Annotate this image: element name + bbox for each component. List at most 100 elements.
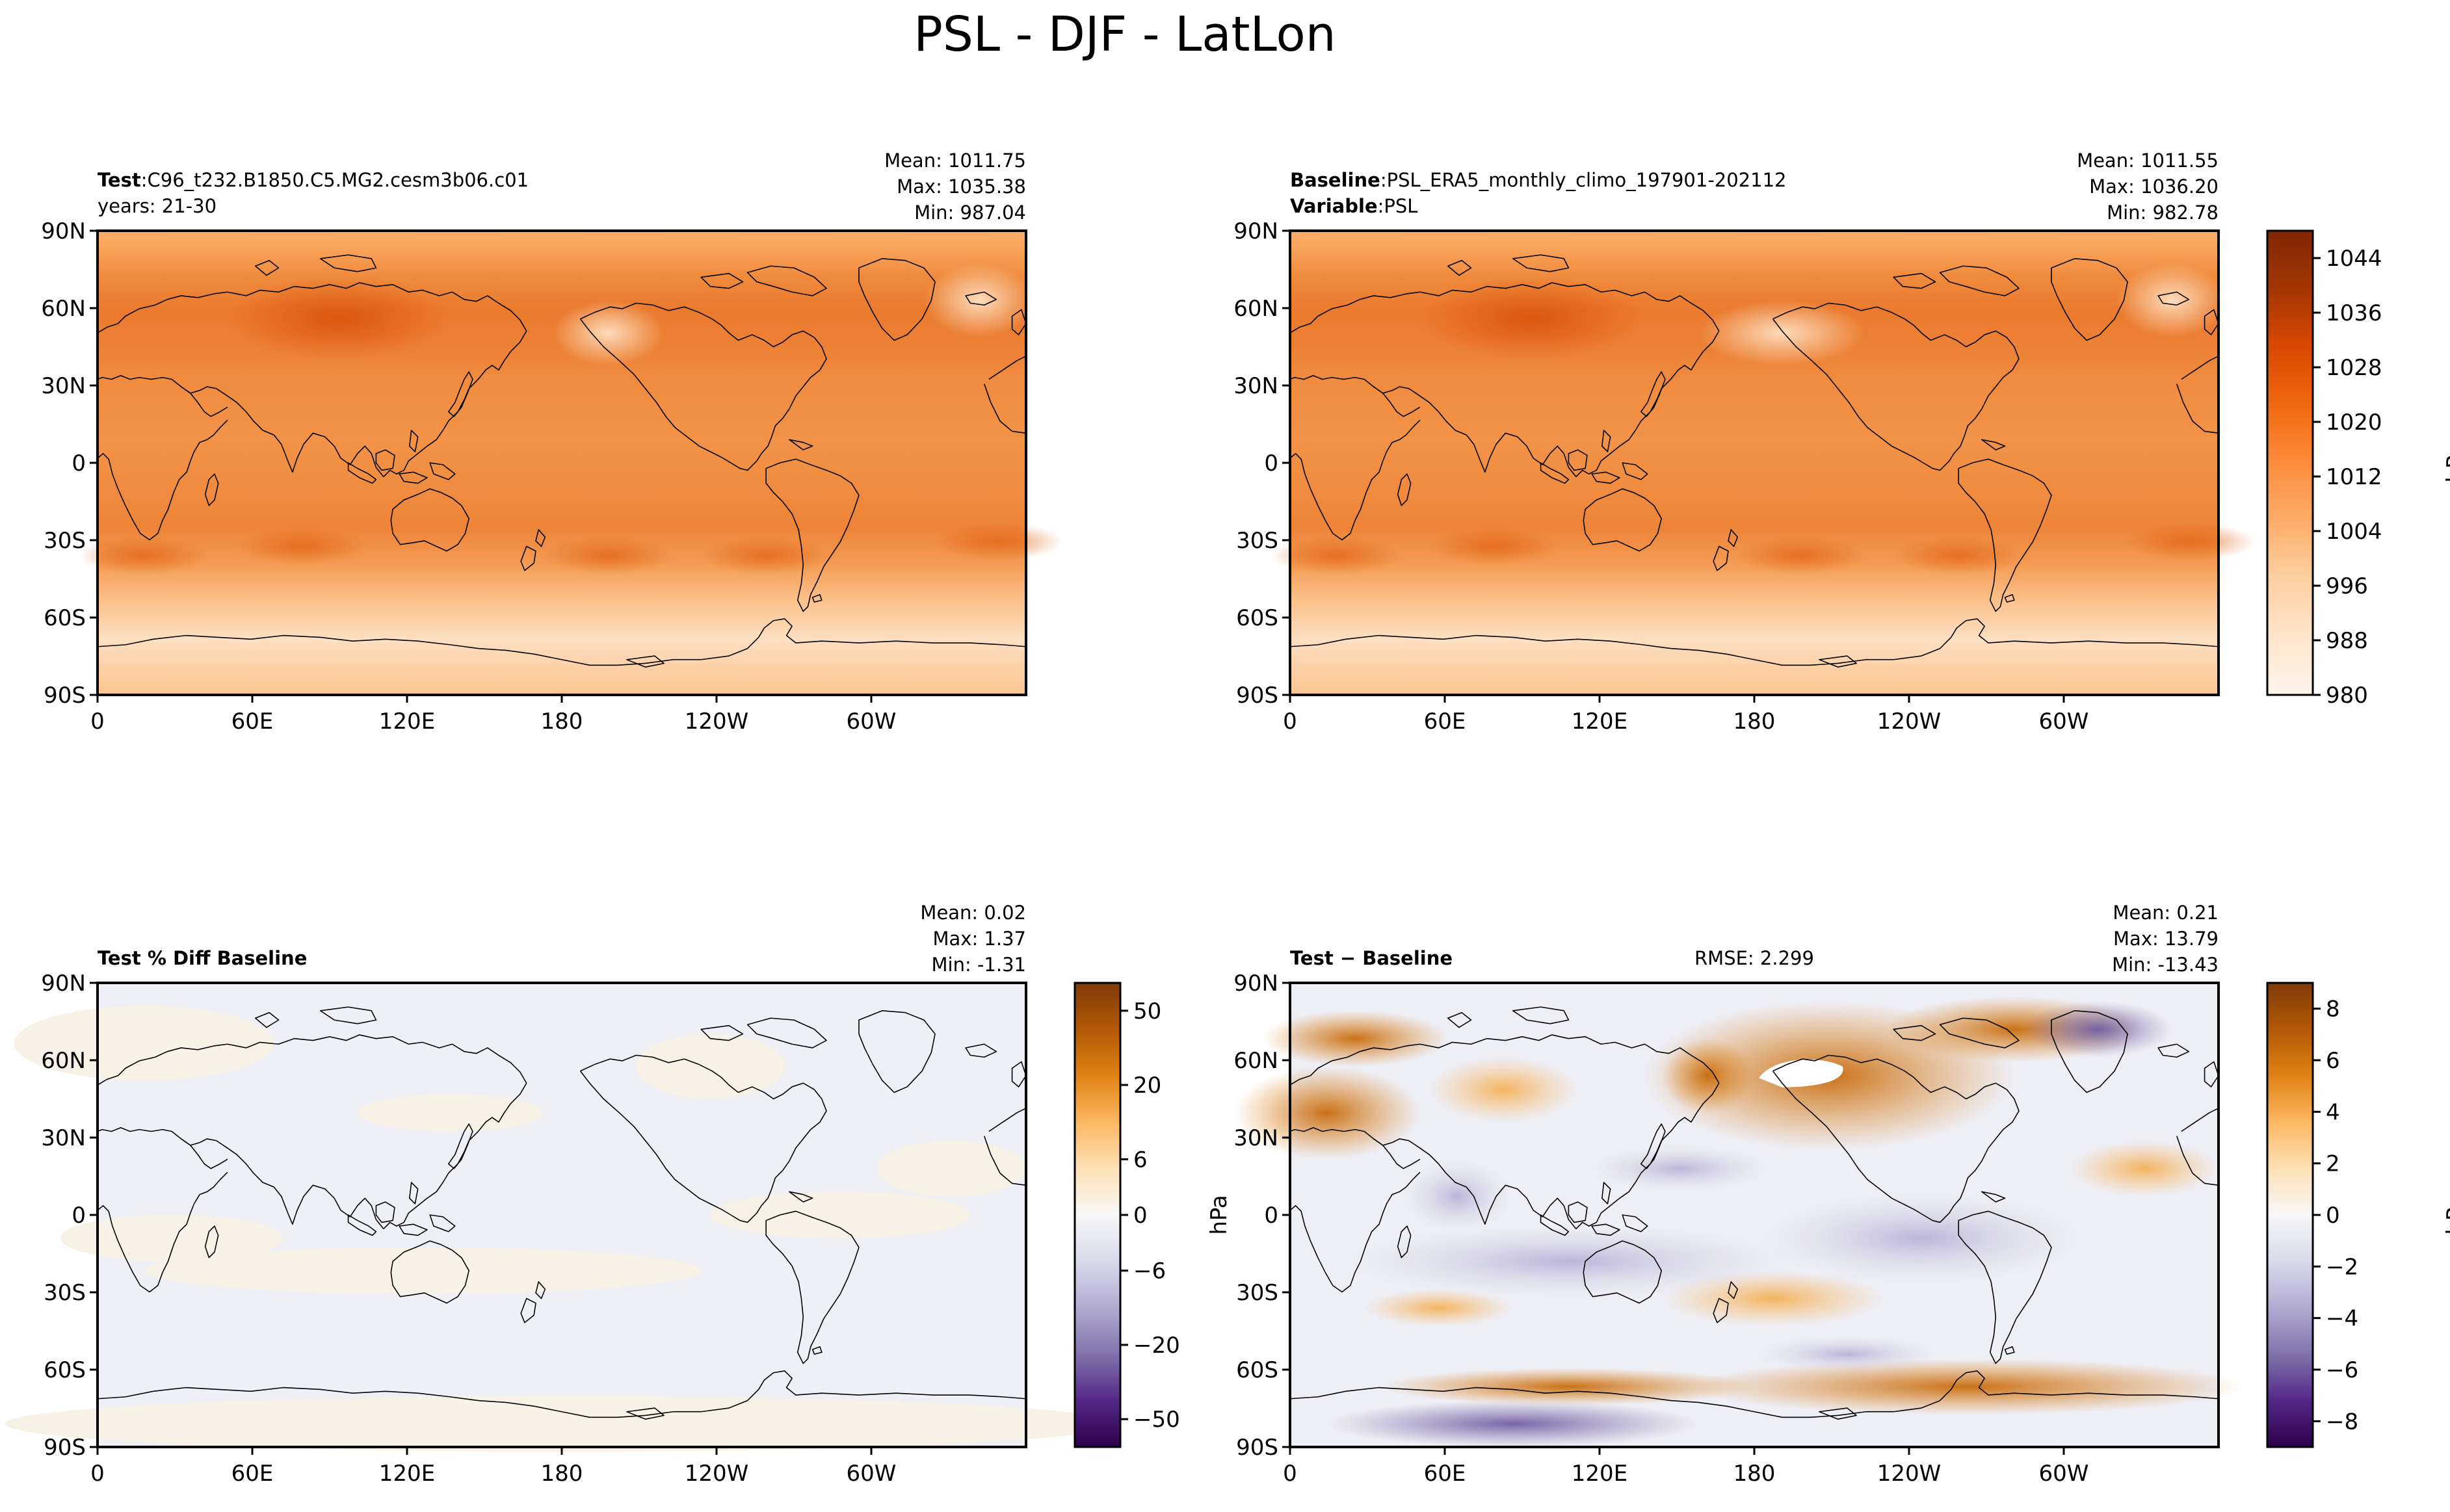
colorbar-tick-label: 20 [1133,1073,1161,1099]
y-tick-label: 0 [1264,1203,1278,1229]
anomaly-region [1429,1057,1578,1123]
positive-anomaly [144,1247,702,1294]
colorbar-tick-label: 1028 [2326,355,2382,381]
y-tick-label: 60S [44,605,86,631]
anomaly-region [1401,1159,1513,1234]
anomaly-region [1661,1038,1755,1113]
colorbar-tick-label: 1036 [2326,300,2382,326]
x-tick-label: 0 [90,1461,105,1487]
positive-anomaly [877,1140,1026,1197]
figure-title: PSL - DJF - LatLon [914,7,1336,62]
x-tick-label: 180 [541,709,583,735]
field-base [98,231,1026,695]
stat-line: Mean: 1011.75 [884,150,1026,172]
colorbar: 1044 1036 1028 1020 1012 1004 996 988 980 hPa [2266,229,2450,709]
x-tick-label: 60E [1424,1461,1466,1487]
panel-subtitle: Variable:PSL [1290,195,1417,217]
panel-title: Test % Diff Baseline [98,947,307,969]
icelandic-low [923,263,1036,338]
y-tick-label: 60S [1236,605,1278,631]
anomaly-region [1689,1359,2246,1415]
colorbar-tick-label: −20 [1133,1333,1180,1359]
colorbar-label: hPa [2442,443,2450,482]
y-tick-label: 60N [41,1048,86,1074]
colorbar-tick-label: 988 [2326,628,2368,654]
anomaly-region [1382,1368,1754,1405]
y-tick-label: 30S [1236,528,1278,554]
anomaly-region [1587,1145,1773,1192]
y-tick-label: 90S [44,683,86,709]
y-tick-label: 30N [1233,373,1278,399]
x-tick-label: 60E [231,1461,274,1487]
x-tick-label: 120E [1572,1461,1627,1487]
siberian-high [1419,277,1643,361]
x-tick-label: 120W [1877,709,1942,735]
positive-anomaly [357,1094,544,1132]
stat-line: Min: -1.31 [932,954,1026,976]
positive-anomaly [60,1215,283,1262]
stat-line: Max: 13.79 [2113,928,2219,950]
y-tick-label: 30S [1236,1280,1278,1306]
x-tick-label: 60W [847,709,897,735]
subtropical-high [79,537,209,575]
aleutian-low [1698,300,1866,366]
y-tick-label: 30N [1233,1125,1278,1151]
colorbar-label: hPa [2442,1195,2450,1234]
panel-subtitle: years: 21-30 [98,195,217,217]
colorbar-tick-label: 50 [1133,998,1161,1024]
positive-anomaly [14,1006,274,1080]
colorbar-tick-label: −6 [1133,1258,1166,1284]
colorbar: 8 6 4 2 0 −2 −4 −6 −8 hPa [2266,982,2450,1448]
y-tick-label: 60N [41,296,86,322]
subtropical-high [1271,537,1402,575]
panel-title: Baseline:PSL_ERA5_monthly_climo_197901-2… [1290,169,1787,191]
y-tick-label: 30N [41,1125,86,1151]
colorbar-tick-label: 4 [2326,1099,2340,1125]
x-tick-label: 0 [1283,1461,1297,1487]
anomaly-region [1754,1335,1940,1373]
stat-line: Min: -13.43 [2112,954,2219,976]
x-tick-label: 60W [847,1461,897,1487]
colorbar-tick-label: −2 [2326,1254,2358,1280]
x-tick-label: 60W [2039,709,2089,735]
colorbar-tick-label: −50 [1133,1407,1180,1433]
anomaly-region [1754,1192,2089,1285]
y-tick-label: 60N [1233,1048,1278,1074]
anomaly-region [2023,1001,2172,1058]
colorbar-gradient [1074,982,1122,1448]
x-tick-label: 60E [1424,709,1466,735]
subtropical-high [933,523,1064,560]
colorbar-tick-label: 1044 [2326,246,2382,272]
y-tick-label: 90N [41,218,86,244]
colorbar-tick-label: 980 [2326,683,2368,709]
panel-baseline: 0 60E 120E 180 120W 60W 90N 60N 30N 0 30S 60S 90S Mea… [1233,150,2450,735]
y-tick-label: 90N [1233,971,1278,997]
subtropical-high [1429,527,1560,566]
anomaly-region [1364,1289,1513,1327]
colorbar-tick-label: −6 [2326,1357,2358,1383]
positive-anomaly [710,1192,971,1238]
subtropical-high [1893,537,2024,575]
field-base [1290,231,2219,695]
x-tick-label: 180 [1733,1461,1776,1487]
y-tick-label: 0 [1264,450,1278,476]
colorbar-gradient [2266,229,2314,696]
y-tick-label: 0 [72,1203,86,1229]
anomaly-region [1336,1224,1801,1299]
stat-line: Mean: 1011.55 [2077,150,2219,172]
colorbar-tick-label: 1004 [2326,519,2382,545]
colorbar-tick-label: 1020 [2326,410,2382,436]
y-tick-label: 0 [72,450,86,476]
rmse-label: RMSE: 2.299 [1694,947,1814,969]
colorbar-tick-label: 2 [2326,1151,2340,1177]
x-tick-label: 120E [379,1461,435,1487]
x-tick-label: 60W [2039,1461,2089,1487]
y-tick-label: 90N [41,971,86,997]
colorbar-tick-label: −8 [2326,1409,2358,1435]
siberian-high [227,277,451,361]
x-tick-label: 120W [685,709,749,735]
subtropical-high [2126,523,2256,560]
colorbar-tick-label: 8 [2326,997,2340,1023]
colorbar-tick-label: −4 [2326,1306,2358,1332]
